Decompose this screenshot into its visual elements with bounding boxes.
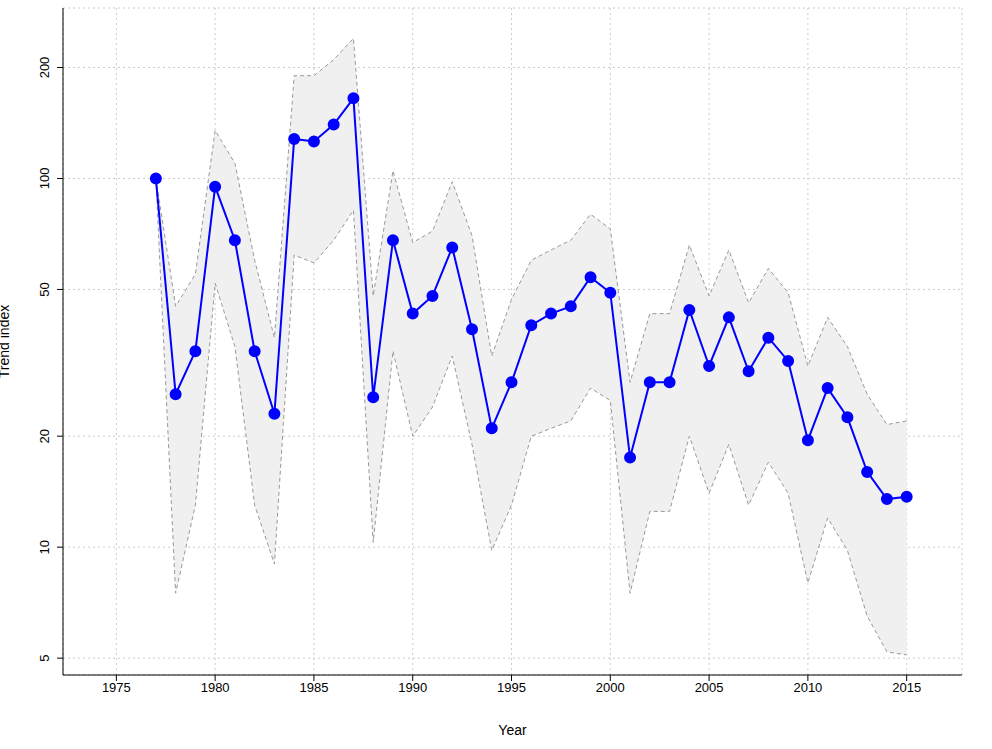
svg-text:Trend index: Trend index [8,305,12,378]
svg-text:2010: 2010 [793,680,822,695]
svg-text:10: 10 [37,540,52,554]
svg-text:100: 100 [37,168,52,190]
svg-text:1985: 1985 [299,680,328,695]
svg-text:50: 50 [37,282,52,296]
svg-text:200: 200 [37,57,52,79]
svg-text:2015: 2015 [892,680,921,695]
svg-text:1990: 1990 [398,680,427,695]
svg-text:1975: 1975 [102,680,131,695]
svg-text:20: 20 [37,429,52,443]
svg-text:5: 5 [37,655,52,662]
svg-text:1980: 1980 [201,680,230,695]
svg-text:2005: 2005 [695,680,724,695]
svg-text:1995: 1995 [497,680,526,695]
svg-text:Year: Year [498,722,527,738]
svg-text:2000: 2000 [596,680,625,695]
